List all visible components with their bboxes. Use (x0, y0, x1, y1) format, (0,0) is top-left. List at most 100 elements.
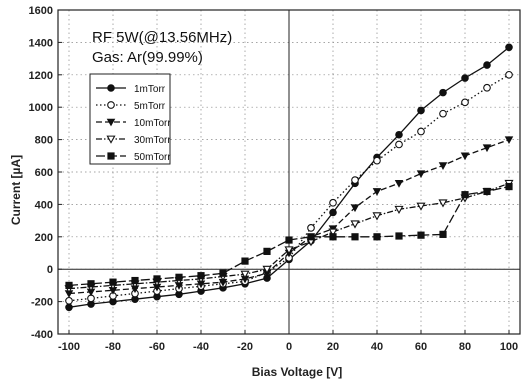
data-point-50mTorr (241, 257, 249, 265)
data-point-50mTorr (197, 272, 205, 280)
data-point-1mTorr (329, 208, 337, 217)
x-axis-title: Bias Voltage [V] (252, 365, 342, 379)
data-point-30mTorr (262, 265, 272, 274)
x-tick-label: 40 (371, 341, 383, 353)
y-tick-label: -400 (31, 329, 53, 341)
y-tick-label: 800 (35, 135, 53, 147)
data-point-30mTorr (240, 270, 250, 279)
data-point-50mTorr (417, 231, 425, 239)
data-point-50mTorr (109, 278, 117, 286)
data-point-30mTorr (284, 246, 294, 255)
zero-axis-lines (58, 10, 520, 334)
tick-labels: -100 -80 -60 -40 -20 0 20 40 60 80 100-400-2000200… (29, 5, 519, 353)
x-tick-label: 60 (415, 341, 427, 353)
data-point-10mTorr (372, 188, 382, 196)
data-point-1mTorr (439, 88, 447, 97)
series-layer (64, 43, 514, 312)
data-point-30mTorr (328, 228, 338, 237)
data-point-50mTorr (153, 275, 161, 283)
x-tick-label: -80 (105, 341, 121, 353)
y-tick-label: -200 (31, 297, 53, 309)
data-point-50mTorr (87, 280, 95, 288)
data-point-30mTorr (438, 199, 448, 208)
legend-marker-10mTorr (106, 118, 116, 127)
data-point-10mTorr (460, 152, 470, 161)
legend-label-50mTorr: 50mTorr (134, 152, 171, 163)
data-point-1mTorr (505, 43, 513, 52)
data-point-1mTorr (65, 303, 73, 312)
data-point-10mTorr (394, 180, 404, 188)
x-tick-label: -60 (149, 341, 165, 353)
annotation-rf: RF 5W(@13.56MHz) (92, 29, 232, 46)
legend-label-1mTorr: 1mTorr (134, 84, 166, 95)
data-point-5mTorr (307, 224, 315, 232)
data-point-1mTorr (417, 106, 425, 115)
data-point-50mTorr (373, 233, 381, 241)
data-point-50mTorr (395, 232, 403, 240)
data-point-50mTorr (461, 191, 469, 199)
x-tick-label: 100 (500, 341, 518, 353)
data-point-30mTorr (394, 205, 404, 214)
data-point-50mTorr (175, 273, 183, 281)
data-point-10mTorr (350, 204, 360, 213)
data-point-10mTorr (438, 162, 448, 170)
legend-marker-1mTorr (107, 84, 115, 92)
data-point-50mTorr (505, 182, 513, 191)
data-point-50mTorr (219, 269, 227, 277)
data-point-5mTorr (505, 70, 513, 79)
data-point-5mTorr (373, 156, 381, 165)
data-point-5mTorr (417, 127, 425, 136)
data-point-30mTorr (372, 212, 382, 221)
data-point-50mTorr (307, 233, 315, 241)
x-tick-label: 80 (459, 341, 471, 353)
data-point-1mTorr (483, 61, 491, 69)
x-tick-label: 20 (327, 341, 339, 353)
data-point-50mTorr (263, 247, 271, 255)
y-tick-label: 600 (35, 167, 53, 179)
x-tick-label: 0 (286, 341, 292, 353)
y-tick-label: 1000 (29, 102, 53, 114)
x-tick-label: -100 (58, 341, 80, 353)
data-point-10mTorr (504, 136, 514, 145)
series-50mTorr (65, 182, 513, 290)
y-tick-label: 0 (47, 264, 53, 276)
data-point-5mTorr (483, 83, 491, 92)
data-point-30mTorr (350, 220, 360, 229)
data-point-5mTorr (351, 176, 359, 184)
data-point-5mTorr (439, 109, 447, 118)
data-point-50mTorr (439, 230, 447, 238)
data-point-10mTorr (482, 144, 492, 153)
data-point-5mTorr (461, 98, 469, 107)
data-point-50mTorr (131, 276, 139, 285)
legend-label-5mTorr: 5mTorr (134, 101, 166, 112)
x-tick-label: -40 (193, 341, 209, 353)
data-point-50mTorr (351, 233, 359, 241)
legend-label-30mTorr: 30mTorr (134, 135, 171, 146)
x-tick-label: -20 (237, 341, 253, 353)
data-point-5mTorr (65, 296, 73, 305)
legend-label-10mTorr: 10mTorr (134, 118, 171, 129)
data-point-50mTorr (483, 187, 491, 196)
data-point-5mTorr (395, 140, 403, 149)
y-tick-label: 1200 (29, 70, 53, 82)
legend: 1mTorr 5mTorr 10mTorr 30mTorr 50mTorr (89, 73, 171, 165)
data-point-50mTorr (285, 236, 293, 244)
data-point-1mTorr (461, 74, 469, 82)
data-point-1mTorr (395, 130, 403, 139)
legend-marker-50mTorr (107, 152, 115, 160)
data-point-30mTorr (416, 202, 426, 211)
legend-marker-30mTorr (106, 135, 116, 144)
y-axis-title: Current [µA] (9, 155, 23, 225)
data-point-5mTorr (329, 198, 337, 207)
y-tick-label: 1600 (29, 5, 53, 17)
series-line-30mTorr (68, 182, 510, 290)
legend-box (89, 73, 171, 165)
y-tick-label: 400 (35, 199, 53, 211)
y-tick-label: 1400 (29, 37, 53, 49)
data-point-50mTorr (65, 281, 73, 290)
data-point-10mTorr (416, 170, 426, 179)
annotation-gas: Gas: Ar(99.99%) (92, 49, 203, 66)
legend-marker-5mTorr (107, 101, 115, 109)
